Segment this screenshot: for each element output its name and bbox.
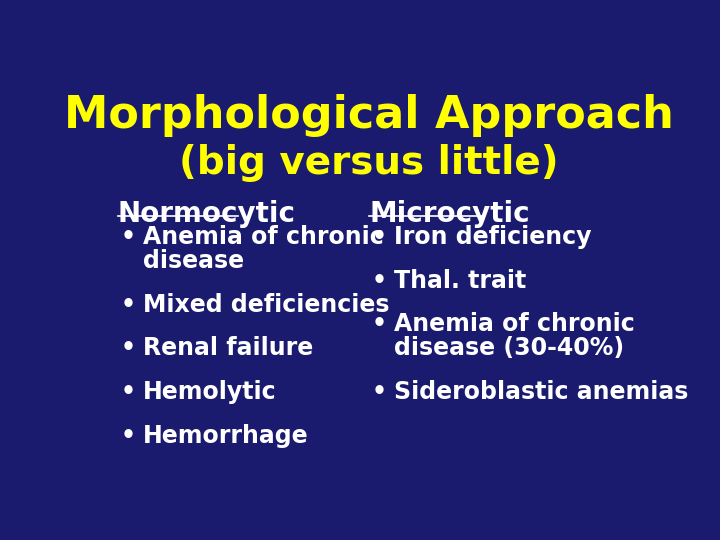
Text: Iron deficiency: Iron deficiency xyxy=(394,225,592,249)
Text: Anemia of chronic: Anemia of chronic xyxy=(394,312,635,336)
Text: disease: disease xyxy=(143,249,244,273)
Text: Thal. trait: Thal. trait xyxy=(394,268,526,293)
Text: •: • xyxy=(121,225,135,249)
Text: •: • xyxy=(121,336,135,360)
Text: Normocytic: Normocytic xyxy=(118,200,296,228)
Text: Mixed deficiencies: Mixed deficiencies xyxy=(143,293,390,316)
Text: •: • xyxy=(372,225,387,249)
Text: •: • xyxy=(121,293,135,316)
Text: •: • xyxy=(372,312,387,336)
Text: Microcytic: Microcytic xyxy=(369,200,530,228)
Text: Renal failure: Renal failure xyxy=(143,336,313,360)
Text: Sideroblastic anemias: Sideroblastic anemias xyxy=(394,380,688,404)
Text: •: • xyxy=(121,424,135,448)
Text: Anemia of chronic: Anemia of chronic xyxy=(143,225,384,249)
Text: (big versus little): (big versus little) xyxy=(179,144,559,182)
Text: Hemorrhage: Hemorrhage xyxy=(143,424,309,448)
Text: •: • xyxy=(372,268,387,293)
Text: Hemolytic: Hemolytic xyxy=(143,380,276,404)
Text: Morphological Approach: Morphological Approach xyxy=(64,94,674,137)
Text: •: • xyxy=(372,380,387,404)
Text: •: • xyxy=(121,380,135,404)
Text: disease (30-40%): disease (30-40%) xyxy=(394,336,624,360)
